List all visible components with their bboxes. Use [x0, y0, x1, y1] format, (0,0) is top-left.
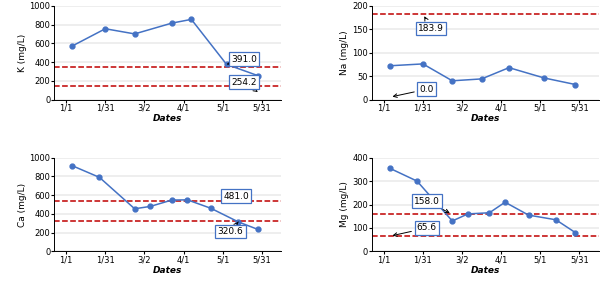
Y-axis label: Na (mg/L): Na (mg/L) [341, 30, 349, 75]
X-axis label: Dates: Dates [471, 114, 500, 123]
Text: 0.0: 0.0 [393, 85, 434, 97]
Y-axis label: Mg (mg/L): Mg (mg/L) [340, 181, 349, 227]
Text: 183.9: 183.9 [418, 17, 443, 33]
X-axis label: Dates: Dates [153, 114, 183, 123]
Text: 65.6: 65.6 [393, 223, 437, 236]
Text: 254.2: 254.2 [232, 78, 257, 91]
Text: 320.6: 320.6 [218, 222, 243, 236]
X-axis label: Dates: Dates [153, 266, 183, 275]
Text: 391.0: 391.0 [227, 55, 257, 65]
Y-axis label: K (mg/L): K (mg/L) [18, 34, 27, 72]
Text: 158.0: 158.0 [414, 197, 449, 213]
Text: 481.0: 481.0 [223, 192, 249, 201]
X-axis label: Dates: Dates [471, 266, 500, 275]
Y-axis label: Ca (mg/L): Ca (mg/L) [18, 182, 27, 227]
